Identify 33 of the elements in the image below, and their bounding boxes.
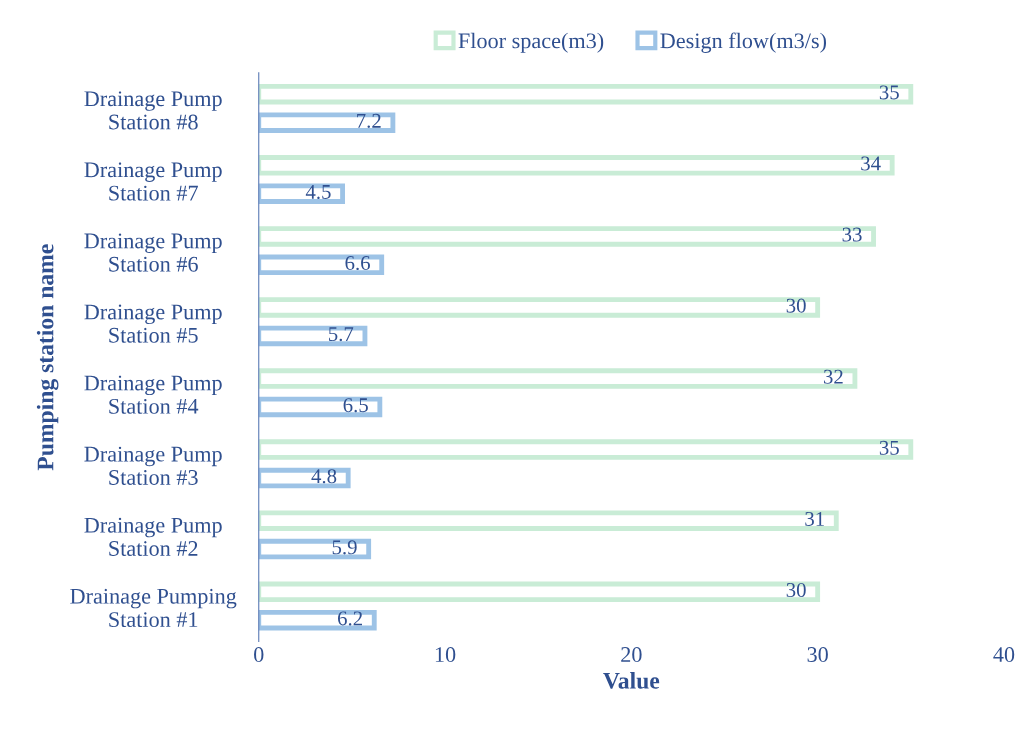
data-label: 30 xyxy=(786,582,806,597)
y-tick-label: Drainage Pumping Station #1 xyxy=(70,588,237,628)
data-label: 30 xyxy=(786,298,806,313)
data-label: 32 xyxy=(823,369,843,384)
y-tick-label: Drainage Pump Station #7 xyxy=(84,162,222,201)
data-label: 35 xyxy=(879,440,899,455)
x-tick-label: 10 xyxy=(435,647,456,663)
y-tick-label: Drainage Pump Station #3 xyxy=(84,446,222,485)
x-tick-label: 40 xyxy=(993,647,1015,663)
data-label: 4.8 xyxy=(311,469,337,484)
data-label: 6.2 xyxy=(338,611,362,626)
x-tick-label: 20 xyxy=(621,647,642,663)
data-label: 6.6 xyxy=(345,256,370,271)
data-label: 34 xyxy=(861,156,881,171)
x-tick-label: 0 xyxy=(254,647,264,663)
data-label: 35 xyxy=(879,85,899,100)
y-tick-label: Drainage Pump Station #8 xyxy=(84,91,222,130)
legend-label: Design flow(m3/s) xyxy=(660,32,827,53)
data-label: 33 xyxy=(842,227,862,242)
data-label: 6.5 xyxy=(343,398,368,413)
data-label: 4.5 xyxy=(305,185,331,200)
y-tick-label: Drainage Pump Station #2 xyxy=(84,517,222,556)
y-tick-label: Drainage Pump Station #6 xyxy=(84,233,222,272)
data-label: 5.7 xyxy=(329,327,354,342)
y-tick-label: Drainage Pump Station #4 xyxy=(84,375,222,414)
data-label: 7.2 xyxy=(357,113,381,128)
data-label: 31 xyxy=(805,511,824,526)
y-axis-title: Pumping station name xyxy=(36,244,59,471)
data-label: 5.9 xyxy=(332,540,357,555)
legend-label: Floor space(m3) xyxy=(458,32,604,53)
x-tick-label: 30 xyxy=(807,647,828,663)
y-tick-label: Drainage Pump Station #5 xyxy=(84,304,222,343)
x-axis-title: Value xyxy=(603,672,660,689)
